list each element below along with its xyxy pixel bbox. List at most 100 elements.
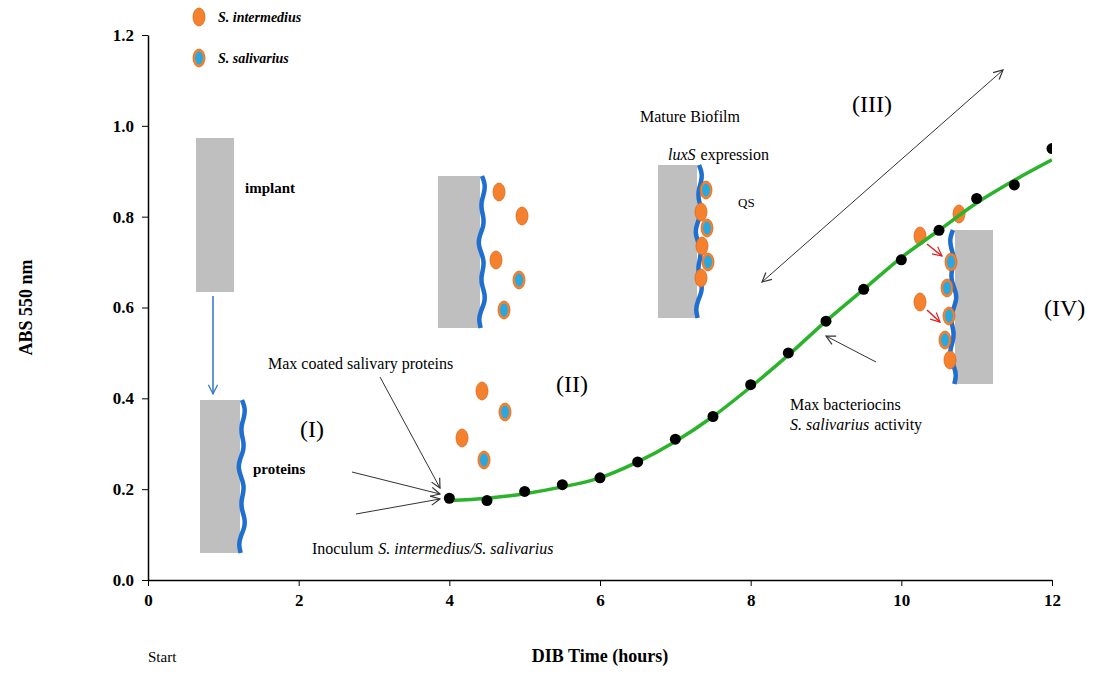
x-tick-mark <box>449 580 450 586</box>
s-intermedius-cell <box>516 207 528 225</box>
x-tick-label: 12 <box>1044 591 1061 610</box>
y-tick-label: 0.4 <box>113 389 135 408</box>
s-intermedius-cell <box>695 203 707 221</box>
annotation-arrow <box>352 472 440 494</box>
x-tick-label: 4 <box>446 591 455 610</box>
y-tick: 0.0 <box>113 571 148 590</box>
s-salivarius-core <box>704 256 712 269</box>
stage-label: (III) <box>852 91 892 117</box>
x-tick-mark <box>901 580 902 586</box>
implant <box>196 138 234 292</box>
data-point <box>1047 143 1053 154</box>
key-label: S. salivarius <box>218 51 289 66</box>
s-salivarius-core <box>947 256 955 269</box>
s-salivarius-cell <box>498 301 510 319</box>
s-salivarius-cell <box>513 271 525 289</box>
annotation: activity <box>874 416 922 434</box>
start-label: Start <box>148 649 177 665</box>
x-tick-label: 0 <box>144 591 153 610</box>
s-salivarius-core <box>500 304 508 317</box>
plot-area <box>444 143 1052 506</box>
illustration-label: proteins <box>253 461 305 477</box>
y-tick: 0.4 <box>113 389 148 408</box>
s-salivarius-cell <box>701 219 713 237</box>
y-tick-label: 1.2 <box>113 26 134 45</box>
x-tick: 4 <box>446 580 455 610</box>
s-salivarius-cell <box>945 253 957 271</box>
y-axis: 0.0 0.2 0.4 0.6 0.8 1.0 1.2 <box>113 26 149 590</box>
y-tick: 1.2 <box>113 26 148 45</box>
s-intermedius-cell <box>490 251 502 269</box>
stage-label: (II) <box>556 371 588 397</box>
data-point <box>482 495 493 506</box>
x-tick: 2 <box>295 580 304 610</box>
fit-line <box>449 160 1052 501</box>
implant <box>200 400 240 553</box>
s-salivarius-cell <box>943 307 955 325</box>
s-intermedius-cell <box>476 382 488 400</box>
y-tick-mark <box>142 580 148 581</box>
data-point <box>519 486 530 497</box>
y-tick-mark <box>142 35 148 36</box>
protein-coating <box>239 400 245 553</box>
data-point <box>896 254 907 265</box>
s-intermedius-cell <box>695 269 707 287</box>
data-point <box>708 411 719 422</box>
data-point <box>595 472 606 483</box>
y-tick: 0.6 <box>113 298 148 317</box>
attack-arrow <box>927 310 940 322</box>
stage-arrow <box>762 70 1003 282</box>
s-salivarius-cell <box>702 253 714 271</box>
y-tick-label: 0.2 <box>113 480 134 499</box>
annotation: Max bacteriocins <box>790 396 901 413</box>
x-tick-mark <box>600 580 601 586</box>
x-axis: 024681012 <box>144 580 1061 610</box>
s-salivarius-cell <box>939 331 951 349</box>
s-salivarius-core <box>945 310 953 323</box>
data-point <box>934 225 945 236</box>
annotation: expression <box>701 146 769 164</box>
y-tick-label: 1.0 <box>113 117 134 136</box>
s-salivarius-cell <box>700 181 712 199</box>
chart-container: 0246810120.00.20.40.60.81.01.2DIB Time (… <box>0 0 1106 677</box>
protein-coating <box>479 176 485 328</box>
chart-svg: 0246810120.00.20.40.60.81.01.2DIB Time (… <box>0 0 1106 677</box>
illustrations <box>193 8 1003 553</box>
s-intermedius-cell <box>696 237 708 255</box>
data-point <box>444 493 455 504</box>
x-tick: 0 <box>144 580 153 610</box>
s-salivarius-cell <box>941 279 953 297</box>
x-tick: 8 <box>747 580 756 610</box>
y-tick-label: 0.0 <box>113 571 134 590</box>
y-tick-label: 0.8 <box>113 208 134 227</box>
data-point <box>632 456 643 467</box>
s-salivarius-cell <box>478 451 490 469</box>
s-salivarius-core <box>480 454 488 467</box>
implant <box>955 230 993 384</box>
annotation: Mature Biofilm <box>640 108 741 125</box>
data-point <box>670 434 681 445</box>
annotation-arrow <box>356 499 440 514</box>
x-tick: 6 <box>596 580 605 610</box>
s-salivarius-core <box>702 184 710 197</box>
x-tick-label: 8 <box>747 591 756 610</box>
y-axis-title: ABS 550 nm <box>16 259 36 355</box>
data-point <box>858 284 869 295</box>
data-point <box>557 479 568 490</box>
x-tick: 12 <box>1044 580 1061 610</box>
annotation-arrow <box>826 336 876 362</box>
s-intermedius-cell <box>944 351 956 369</box>
key-label: S. intermedius <box>218 10 302 25</box>
x-axis-title: DIB Time (hours) <box>532 646 668 667</box>
annotation: S. salivarius <box>790 416 869 433</box>
s-salivarius-cell <box>499 403 511 421</box>
down-arrow <box>212 296 214 394</box>
x-tick-mark <box>299 580 300 586</box>
s-salivarius-core <box>703 222 711 235</box>
y-tick-label: 0.6 <box>113 298 134 317</box>
s-salivarius-cell <box>193 49 205 67</box>
data-point <box>783 347 794 358</box>
y-tick-mark <box>142 217 148 218</box>
annotation: QS <box>738 195 755 210</box>
x-tick-mark <box>148 580 149 586</box>
